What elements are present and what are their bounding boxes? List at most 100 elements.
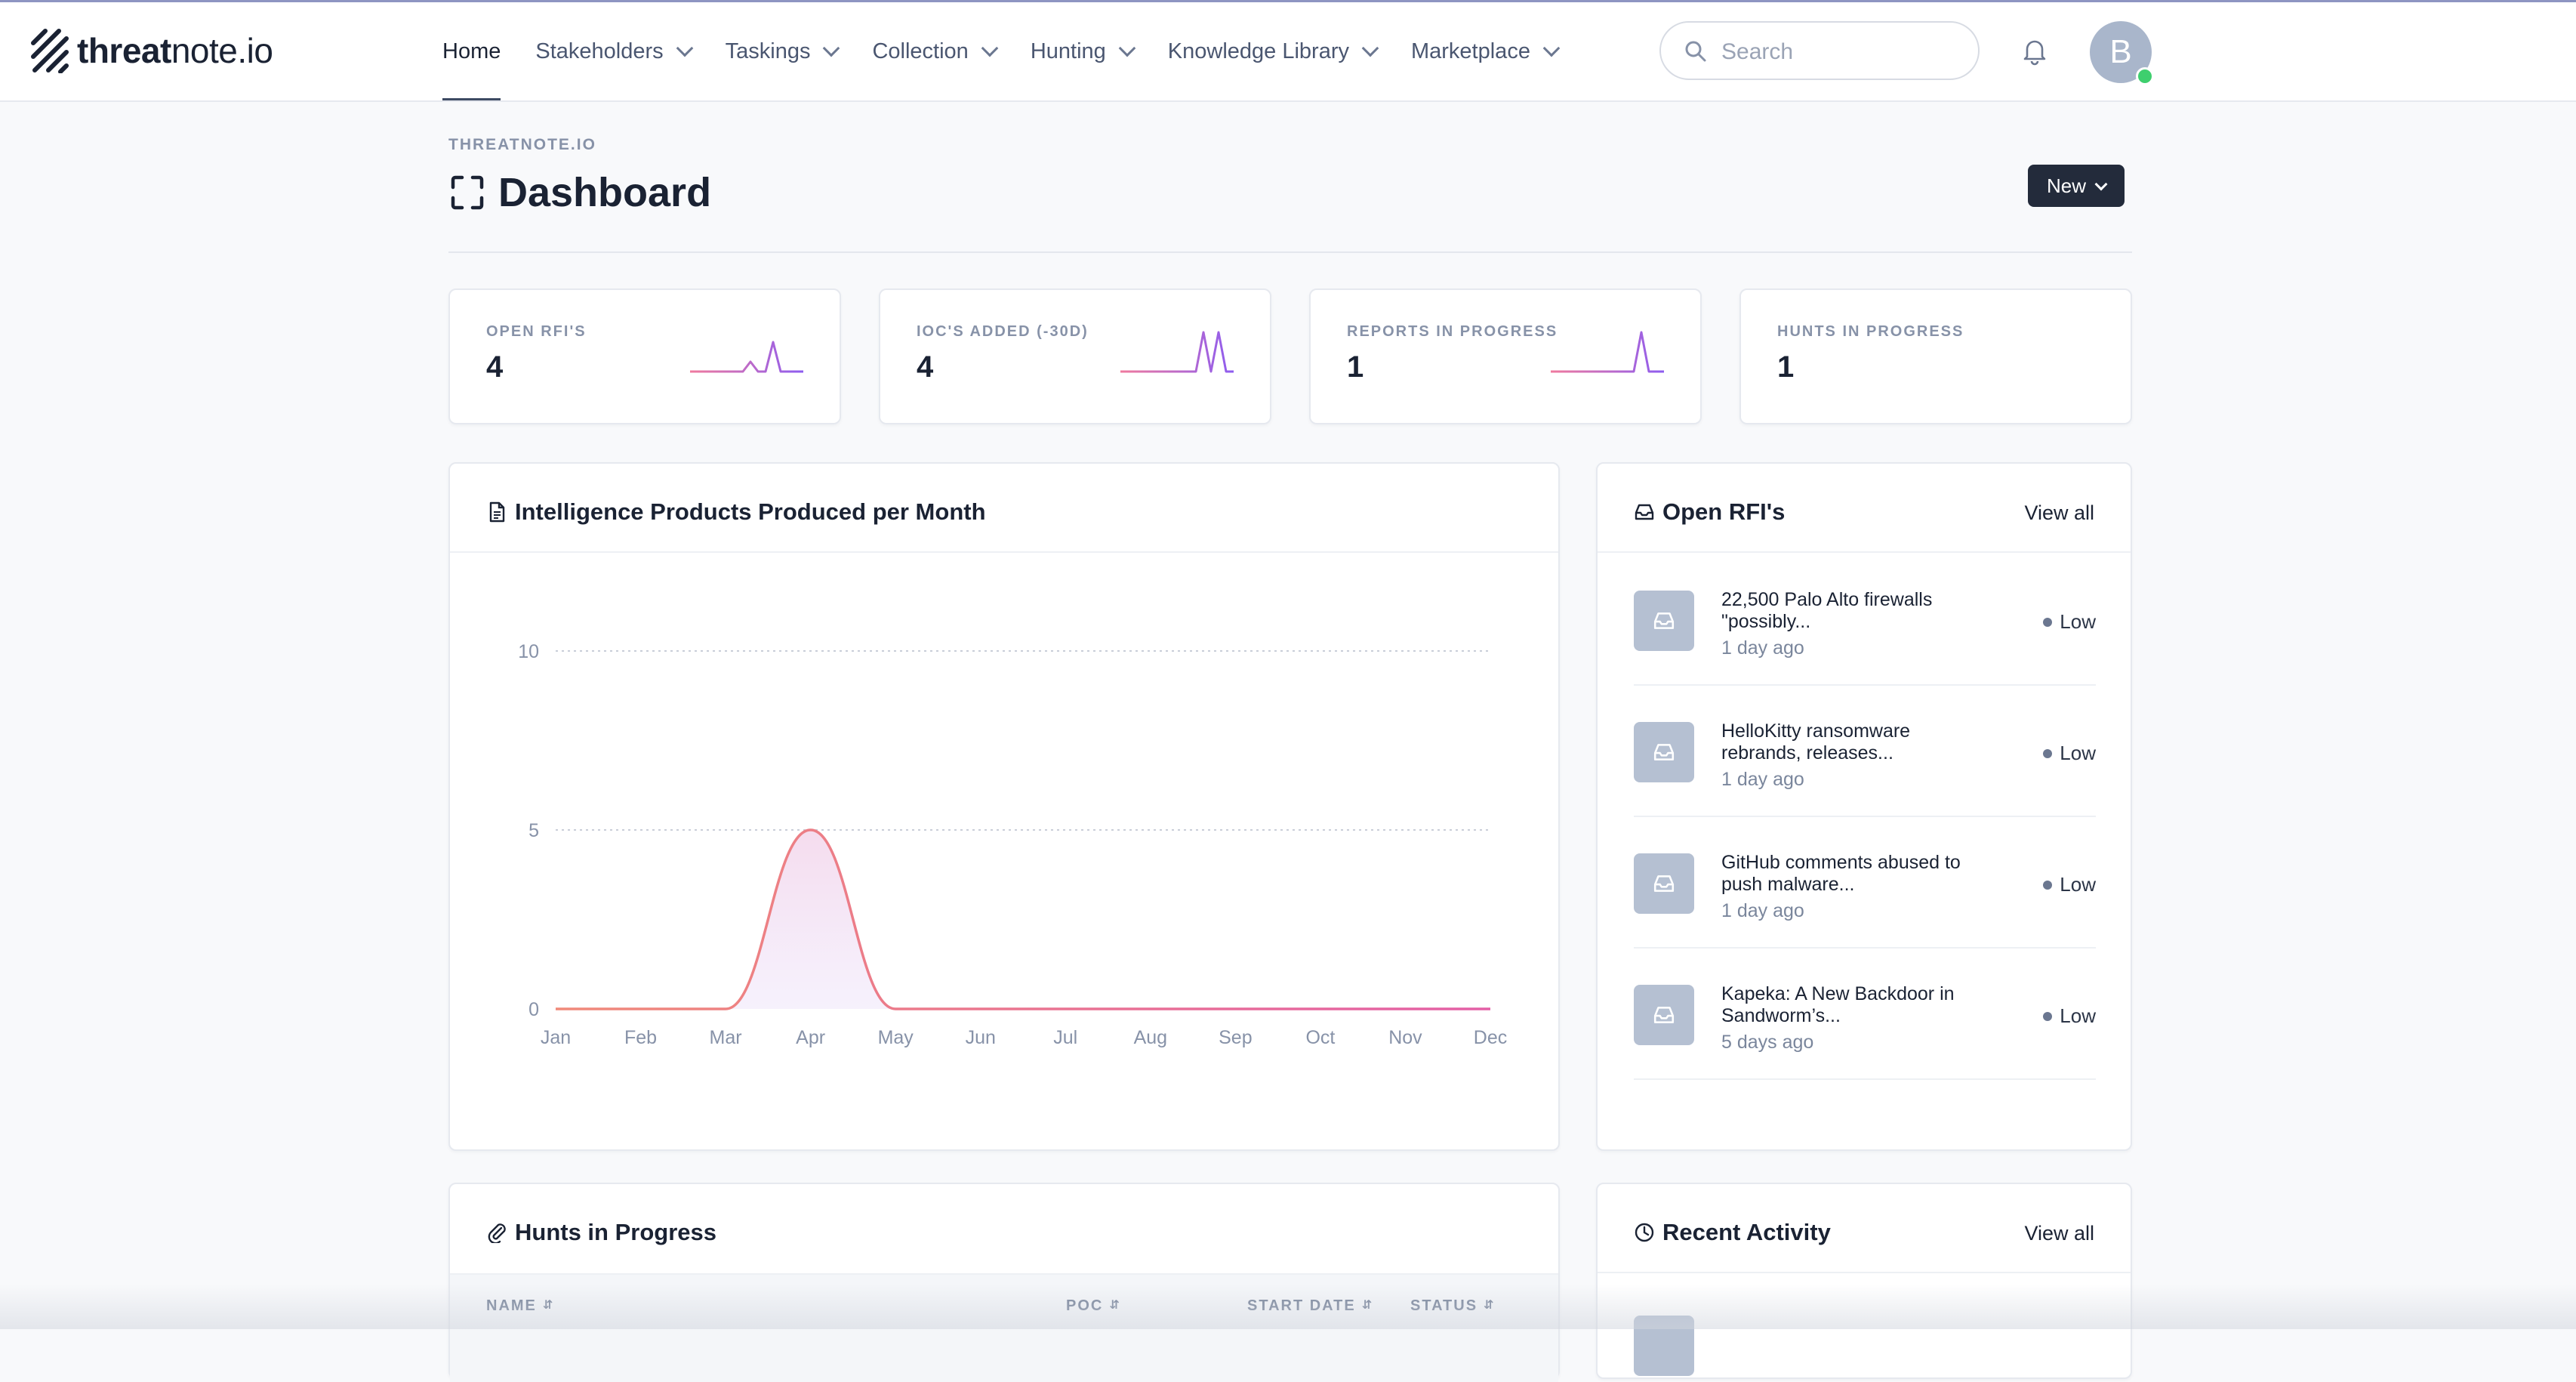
nav-item-label: Knowledge Library bbox=[1168, 39, 1349, 64]
nav-item-label: Taskings bbox=[726, 39, 811, 64]
threatnote-logo-icon bbox=[29, 28, 71, 73]
rfi-card-title: Open RFI's bbox=[1634, 498, 1785, 526]
stat-sparkline bbox=[1981, 328, 2094, 375]
rfi-item-time: 1 day ago bbox=[1721, 769, 1804, 791]
activity-card-title: Recent Activity bbox=[1634, 1219, 1831, 1246]
page-title: Dashboard bbox=[450, 169, 711, 216]
top-navbar: threatnote.io Home Stakeholders Taskings Co… bbox=[0, 2, 2576, 102]
stat-label: IOC'S ADDED (-30D) bbox=[917, 323, 1089, 341]
x-tick-label: Mar bbox=[710, 1027, 742, 1048]
nav-item-home[interactable]: Home bbox=[442, 2, 501, 100]
rfi-card-title-text: Open RFI's bbox=[1662, 498, 1785, 526]
search-box[interactable] bbox=[1659, 21, 1980, 80]
nav-item-label: Marketplace bbox=[1411, 39, 1530, 64]
rfi-priority-badge: Low bbox=[2043, 742, 2096, 765]
x-tick-label: May bbox=[878, 1027, 914, 1048]
new-button-label: New bbox=[2047, 174, 2086, 198]
rfi-item-title[interactable]: GitHub comments abused to push malware..… bbox=[1721, 852, 1993, 896]
rfi-list-item[interactable]: 22,500 Palo Alto firewalls "possibly... … bbox=[1634, 553, 2096, 686]
sparkline-path bbox=[690, 342, 803, 372]
x-tick-label: Dec bbox=[1474, 1027, 1507, 1048]
nav-item-marketplace[interactable]: Marketplace bbox=[1411, 2, 1558, 100]
chevron-down-icon bbox=[823, 40, 840, 57]
app-name-rest: note.io bbox=[171, 31, 273, 70]
column-header-start-date[interactable]: START DATE⇵ bbox=[1247, 1297, 1373, 1315]
dashboard-frame-icon bbox=[450, 175, 485, 210]
x-tick-label: Feb bbox=[624, 1027, 657, 1048]
series-area bbox=[556, 830, 1490, 1009]
rfi-list-item[interactable]: HelloKitty ransomware rebrands, releases… bbox=[1634, 684, 2096, 817]
x-tick-label: Nov bbox=[1388, 1027, 1422, 1048]
nav-item-collection[interactable]: Collection bbox=[872, 2, 995, 100]
user-initial: B bbox=[2109, 33, 2131, 71]
intel-products-card: Intelligence Products Produced per Month… bbox=[448, 462, 1560, 1151]
table-header-row bbox=[450, 1273, 1558, 1382]
x-tick-label: Sep bbox=[1219, 1027, 1252, 1048]
rfi-item-title[interactable]: Kapeka: A New Backdoor in Sandworm’s... bbox=[1721, 983, 1993, 1027]
search-icon bbox=[1684, 39, 1708, 63]
inbox-icon bbox=[1653, 1004, 1675, 1026]
inbox-icon bbox=[1653, 609, 1675, 632]
series-line bbox=[556, 830, 1490, 1009]
stat-label: OPEN RFI'S bbox=[486, 323, 587, 341]
rfi-item-icon bbox=[1634, 722, 1694, 782]
search-input[interactable] bbox=[1720, 33, 1964, 71]
chevron-down-icon bbox=[1543, 40, 1561, 57]
rfi-item-title[interactable]: 22,500 Palo Alto firewalls "possibly... bbox=[1721, 589, 1993, 633]
paperclip-icon bbox=[486, 1222, 507, 1243]
chevron-down-icon bbox=[676, 40, 693, 57]
stat-card[interactable]: REPORTS IN PROGRESS 1 bbox=[1309, 288, 1702, 424]
inbox-icon bbox=[1653, 741, 1675, 763]
page-title-text: Dashboard bbox=[498, 169, 711, 216]
activity-item-icon bbox=[1634, 1316, 1694, 1376]
inbox-icon bbox=[1653, 872, 1675, 895]
x-tick-label: Apr bbox=[796, 1027, 825, 1048]
app-logo[interactable]: threatnote.io bbox=[29, 28, 273, 73]
stat-card[interactable]: OPEN RFI'S 4 bbox=[448, 288, 841, 424]
nav-item-label: Stakeholders bbox=[535, 39, 663, 64]
rfi-view-all-link[interactable]: View all bbox=[2024, 501, 2094, 525]
nav-item-hunting[interactable]: Hunting bbox=[1031, 2, 1133, 100]
nav-item-label: Home bbox=[442, 39, 501, 64]
stat-label: REPORTS IN PROGRESS bbox=[1347, 323, 1558, 341]
new-button[interactable]: New bbox=[2028, 165, 2125, 207]
nav-item-label: Collection bbox=[872, 39, 968, 64]
breadcrumb: THREATNOTE.IO bbox=[448, 136, 596, 154]
header-divider bbox=[448, 251, 2132, 253]
column-header-poc[interactable]: POC⇵ bbox=[1066, 1297, 1121, 1315]
stat-value: 4 bbox=[917, 350, 933, 384]
activity-view-all-link[interactable]: View all bbox=[2024, 1222, 2094, 1245]
hunts-card-title: Hunts in Progress bbox=[486, 1219, 716, 1246]
stat-label: HUNTS IN PROGRESS bbox=[1777, 323, 1964, 341]
nav-item-stakeholders[interactable]: Stakeholders bbox=[535, 2, 690, 100]
app-name: threatnote.io bbox=[77, 30, 273, 71]
column-header-status[interactable]: STATUS⇵ bbox=[1410, 1297, 1495, 1315]
rfi-list-item[interactable]: GitHub comments abused to push malware..… bbox=[1634, 816, 2096, 949]
online-status-dot bbox=[2136, 67, 2154, 85]
chevron-down-icon bbox=[981, 40, 998, 57]
rfi-priority-badge: Low bbox=[2043, 873, 2096, 896]
column-header-name[interactable]: NAME⇵ bbox=[486, 1297, 554, 1315]
nav-item-taskings[interactable]: Taskings bbox=[726, 2, 838, 100]
stat-sparkline bbox=[1120, 328, 1234, 375]
rfi-priority-badge: Low bbox=[2043, 610, 2096, 634]
clock-icon bbox=[1634, 1222, 1655, 1243]
chevron-down-icon bbox=[2095, 177, 2108, 190]
hunts-card-title-text: Hunts in Progress bbox=[515, 1219, 716, 1246]
nav-item-label: Hunting bbox=[1031, 39, 1106, 64]
sparkline-path bbox=[1551, 332, 1664, 372]
stat-card[interactable]: HUNTS IN PROGRESS 1 bbox=[1739, 288, 2132, 424]
rfi-priority-badge: Low bbox=[2043, 1004, 2096, 1028]
app-name-bold: threat bbox=[77, 31, 171, 70]
stat-card[interactable]: IOC'S ADDED (-30D) 4 bbox=[879, 288, 1271, 424]
sparkline-path bbox=[1120, 332, 1234, 372]
y-tick-label: 10 bbox=[518, 641, 539, 662]
activity-card-title-text: Recent Activity bbox=[1662, 1219, 1831, 1246]
rfi-list-item[interactable]: Kapeka: A New Backdoor in Sandworm’s... … bbox=[1634, 947, 2096, 1080]
notifications-bell-icon[interactable] bbox=[2020, 37, 2049, 66]
recent-activity-card: Recent Activity View all bbox=[1596, 1183, 2132, 1379]
rfi-item-title[interactable]: HelloKitty ransomware rebrands, releases… bbox=[1721, 720, 1993, 764]
nav-item-knowledge-library[interactable]: Knowledge Library bbox=[1168, 2, 1376, 100]
stat-sparkline bbox=[690, 328, 803, 375]
